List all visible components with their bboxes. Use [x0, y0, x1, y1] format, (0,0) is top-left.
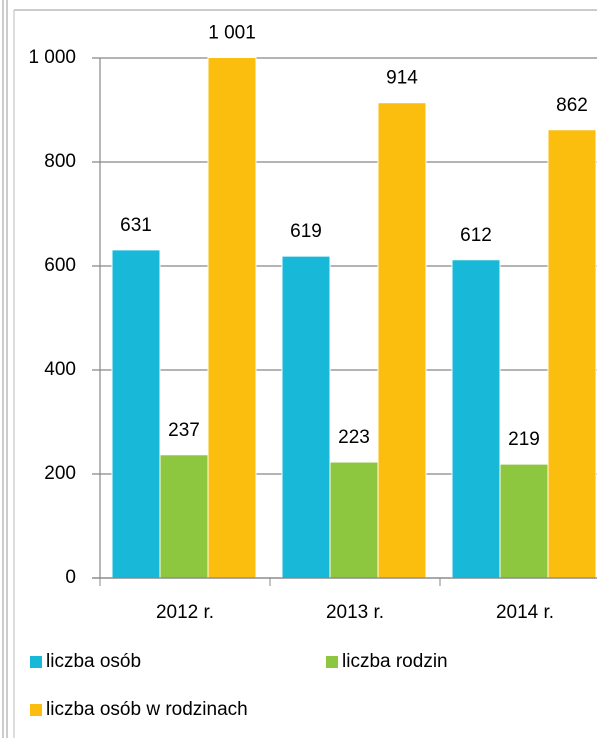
- bar: [547, 129, 597, 579]
- x-tick-label: 2014 r.: [496, 602, 554, 623]
- legend-label: liczba osób: [46, 651, 141, 672]
- y-tick-label: 0: [65, 567, 76, 588]
- data-label: 237: [168, 420, 200, 441]
- y-tick-label: 1 000: [28, 47, 76, 68]
- bar: [281, 255, 331, 579]
- data-label: 1 001: [208, 22, 256, 43]
- data-label: 223: [338, 427, 370, 448]
- bar: [377, 102, 427, 579]
- bar: [159, 454, 209, 579]
- data-label: 862: [556, 95, 588, 116]
- bar: [207, 56, 257, 579]
- bar: [111, 249, 161, 579]
- y-tick-label: 400: [44, 359, 76, 380]
- data-label: 631: [120, 215, 152, 236]
- legend-label: liczba osób w rodzinach: [46, 699, 248, 720]
- legend-label: liczba rodzin: [342, 651, 448, 672]
- legend-swatch: [326, 656, 338, 668]
- data-label: 914: [386, 68, 418, 89]
- legend-swatch: [30, 704, 42, 716]
- data-label: 612: [460, 225, 492, 246]
- legend-swatch: [30, 656, 42, 668]
- data-label: 619: [290, 221, 322, 242]
- bar: [451, 259, 501, 579]
- y-tick-label: 200: [44, 463, 76, 484]
- bar: [499, 463, 549, 579]
- y-tick-label: 600: [44, 255, 76, 276]
- bar: [329, 461, 379, 579]
- y-tick-label: 800: [44, 151, 76, 172]
- data-label: 219: [508, 429, 540, 450]
- x-tick-label: 2012 r.: [156, 602, 214, 623]
- x-tick-label: 2013 r.: [326, 602, 384, 623]
